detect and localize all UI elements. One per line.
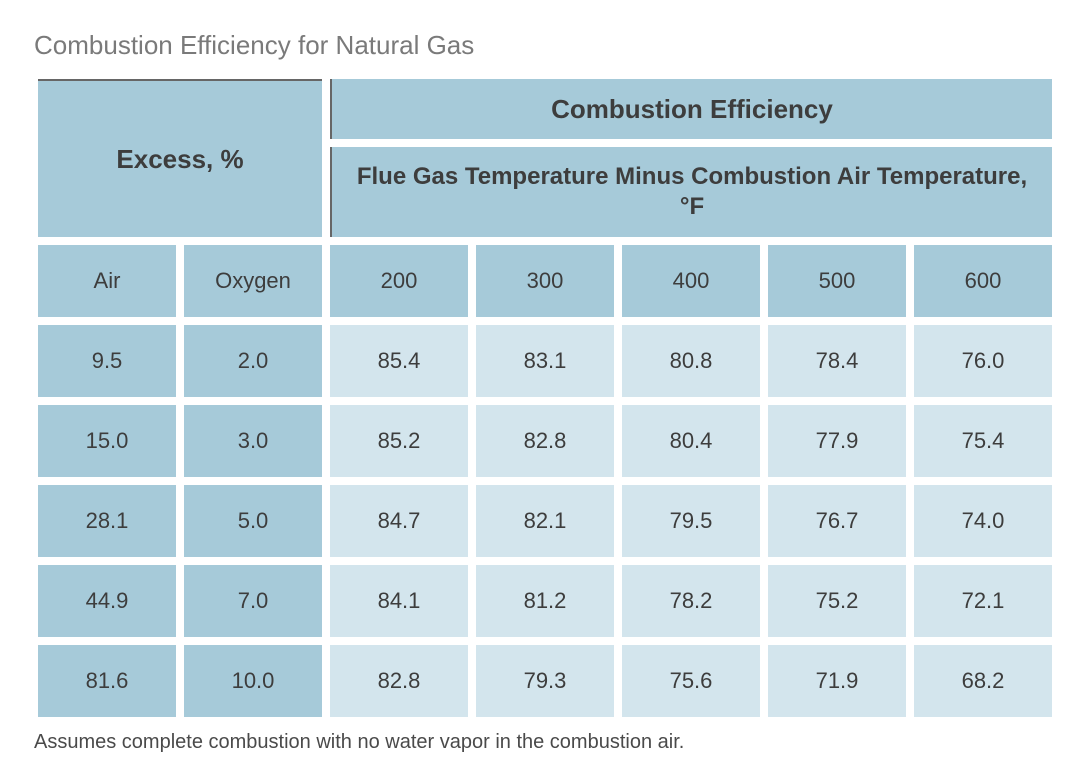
cell-value: 84.1 xyxy=(330,565,468,637)
table-row: 44.9 7.0 84.1 81.2 78.2 75.2 72.1 xyxy=(38,565,1052,637)
cell-value: 79.5 xyxy=(622,485,760,557)
cell-value: 82.8 xyxy=(476,405,614,477)
cell-oxygen: 10.0 xyxy=(184,645,322,717)
cell-air: 44.9 xyxy=(38,565,176,637)
cell-value: 85.4 xyxy=(330,325,468,397)
column-header-row: Air Oxygen 200 300 400 500 600 xyxy=(38,245,1052,317)
col-600: 600 xyxy=(914,245,1052,317)
table-row: 81.6 10.0 82.8 79.3 75.6 71.9 68.2 xyxy=(38,645,1052,717)
cell-oxygen: 3.0 xyxy=(184,405,322,477)
table-row: 28.1 5.0 84.7 82.1 79.5 76.7 74.0 xyxy=(38,485,1052,557)
table-title: Combustion Efficiency for Natural Gas xyxy=(30,30,1060,61)
cell-air: 15.0 xyxy=(38,405,176,477)
cell-value: 78.4 xyxy=(768,325,906,397)
col-200: 200 xyxy=(330,245,468,317)
combustion-efficiency-header: Combustion Efficiency xyxy=(330,79,1052,139)
cell-oxygen: 5.0 xyxy=(184,485,322,557)
cell-value: 80.4 xyxy=(622,405,760,477)
cell-value: 75.4 xyxy=(914,405,1052,477)
cell-value: 71.9 xyxy=(768,645,906,717)
cell-value: 83.1 xyxy=(476,325,614,397)
flue-gas-temp-header: Flue Gas Temperature Minus Combustion Ai… xyxy=(330,147,1052,237)
cell-value: 76.7 xyxy=(768,485,906,557)
col-400: 400 xyxy=(622,245,760,317)
cell-air: 81.6 xyxy=(38,645,176,717)
cell-value: 74.0 xyxy=(914,485,1052,557)
excess-header: Excess, % xyxy=(38,79,322,237)
footnote-text: Assumes complete combustion with no wate… xyxy=(30,731,1060,754)
cell-value: 82.1 xyxy=(476,485,614,557)
col-500: 500 xyxy=(768,245,906,317)
table-row: 15.0 3.0 85.2 82.8 80.4 77.9 75.4 xyxy=(38,405,1052,477)
cell-value: 81.2 xyxy=(476,565,614,637)
table-row: 9.5 2.0 85.4 83.1 80.8 78.4 76.0 xyxy=(38,325,1052,397)
cell-value: 75.6 xyxy=(622,645,760,717)
cell-value: 68.2 xyxy=(914,645,1052,717)
cell-air: 9.5 xyxy=(38,325,176,397)
cell-air: 28.1 xyxy=(38,485,176,557)
cell-value: 75.2 xyxy=(768,565,906,637)
cell-value: 77.9 xyxy=(768,405,906,477)
cell-oxygen: 2.0 xyxy=(184,325,322,397)
col-oxygen: Oxygen xyxy=(184,245,322,317)
cell-value: 72.1 xyxy=(914,565,1052,637)
cell-value: 76.0 xyxy=(914,325,1052,397)
cell-value: 85.2 xyxy=(330,405,468,477)
cell-value: 79.3 xyxy=(476,645,614,717)
efficiency-table: Excess, % Combustion Efficiency Flue Gas… xyxy=(30,71,1060,725)
cell-oxygen: 7.0 xyxy=(184,565,322,637)
cell-value: 84.7 xyxy=(330,485,468,557)
cell-value: 78.2 xyxy=(622,565,760,637)
col-300: 300 xyxy=(476,245,614,317)
cell-value: 82.8 xyxy=(330,645,468,717)
col-air: Air xyxy=(38,245,176,317)
cell-value: 80.8 xyxy=(622,325,760,397)
